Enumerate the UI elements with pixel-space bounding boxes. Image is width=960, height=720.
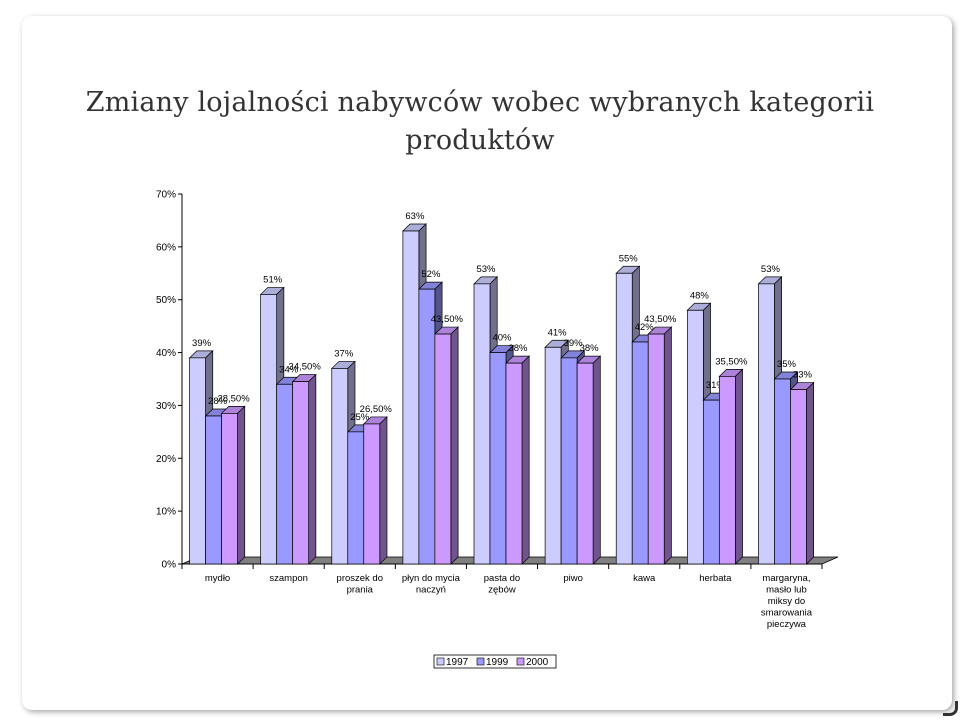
y-tick-label: 20% bbox=[156, 454, 176, 465]
category-label: masło lub bbox=[766, 585, 807, 596]
legend-label: 1997 bbox=[446, 657, 469, 668]
bar-side-face bbox=[592, 355, 601, 565]
bar-2000 bbox=[221, 413, 238, 565]
bar-1999 bbox=[702, 399, 720, 565]
category-label: piwo bbox=[563, 573, 583, 584]
bar-side-face bbox=[734, 368, 743, 565]
data-label: 35% bbox=[777, 359, 797, 370]
data-label: 52% bbox=[421, 269, 441, 280]
data-label: 51% bbox=[263, 274, 283, 285]
legend-swatch bbox=[436, 657, 445, 666]
legend-swatch bbox=[476, 657, 485, 666]
slide-title-line-2: produktów bbox=[405, 125, 555, 156]
data-label: 26,50% bbox=[360, 404, 393, 415]
bar-1997 bbox=[189, 357, 206, 565]
data-label: 38% bbox=[580, 343, 600, 354]
category-label: smarowania bbox=[761, 608, 813, 619]
bar-2000 bbox=[718, 376, 736, 565]
bar-1997 bbox=[402, 230, 420, 565]
data-label: 37% bbox=[334, 348, 354, 359]
bar-2000 bbox=[292, 381, 310, 565]
category-label: szampon bbox=[269, 573, 308, 584]
bar-2000 bbox=[434, 333, 452, 565]
bar-1999 bbox=[489, 352, 507, 565]
data-label: 38% bbox=[508, 343, 528, 354]
category-label: pasta do bbox=[484, 573, 520, 584]
data-label: 25% bbox=[350, 412, 370, 423]
data-label: 41% bbox=[548, 327, 568, 338]
data-label: 28% bbox=[208, 396, 228, 407]
data-label: 40% bbox=[492, 333, 512, 344]
data-label: 48% bbox=[690, 290, 710, 301]
category-label: kawa bbox=[633, 573, 656, 584]
bar-side-face bbox=[237, 405, 246, 565]
data-label: 39% bbox=[192, 338, 212, 349]
category-label: prania bbox=[347, 585, 374, 596]
category-label: miksy do bbox=[768, 596, 805, 607]
bar-2000 bbox=[647, 333, 665, 565]
y-tick-label: 30% bbox=[156, 401, 176, 412]
bar-1999 bbox=[560, 357, 578, 565]
y-tick-label: 0% bbox=[162, 560, 177, 571]
data-label: 55% bbox=[619, 253, 639, 264]
category-label: proszek do bbox=[337, 573, 383, 584]
data-label: 39% bbox=[564, 338, 584, 349]
data-label: 63% bbox=[405, 211, 425, 222]
bar-1997 bbox=[544, 346, 562, 565]
slide-title: Zmiany lojalności nabywców wobec wybrany… bbox=[60, 84, 900, 160]
category-label: zębów bbox=[488, 585, 516, 596]
data-label: 33% bbox=[793, 370, 813, 381]
category-label: mydło bbox=[205, 573, 230, 584]
y-tick-label: 60% bbox=[156, 242, 176, 253]
legend-label: 2000 bbox=[526, 657, 549, 668]
y-tick-label: 70% bbox=[156, 190, 176, 201]
category-label: pieczywa bbox=[767, 619, 807, 630]
y-tick-label: 40% bbox=[156, 348, 176, 359]
category-label: herbata bbox=[699, 573, 732, 584]
legend-box bbox=[433, 654, 557, 669]
slide-title-line-1: Zmiany lojalności nabywców wobec wybrany… bbox=[85, 87, 875, 118]
bar-side-face bbox=[663, 326, 672, 565]
bar-1997 bbox=[260, 294, 278, 565]
y-tick-label: 10% bbox=[156, 507, 176, 518]
data-label: 43,50% bbox=[644, 314, 677, 325]
legend-label: 1999 bbox=[486, 657, 509, 668]
data-label: 42% bbox=[635, 322, 655, 333]
data-label: 34,50% bbox=[289, 362, 322, 373]
bar-1997 bbox=[686, 309, 704, 565]
bar-side-face bbox=[806, 381, 814, 565]
bar-side-face bbox=[521, 355, 530, 565]
bar-2000 bbox=[505, 362, 523, 565]
category-label: naczyń bbox=[416, 585, 446, 596]
data-label: 31% bbox=[706, 380, 726, 391]
data-label: 53% bbox=[761, 264, 781, 275]
bar-1999 bbox=[276, 383, 294, 565]
data-label: 35,50% bbox=[715, 356, 748, 367]
bar-1999 bbox=[631, 341, 649, 565]
category-label: płyn do mycia bbox=[402, 573, 461, 584]
bar-2000 bbox=[576, 362, 594, 565]
bar-1999 bbox=[347, 431, 365, 565]
category-label: margaryna, bbox=[762, 573, 810, 584]
data-label: 28,50% bbox=[217, 393, 250, 404]
bar-1997 bbox=[473, 283, 491, 565]
bar-side-face bbox=[450, 326, 459, 565]
bar-2000 bbox=[790, 389, 807, 565]
y-tick-label: 50% bbox=[156, 295, 176, 306]
data-label: 34% bbox=[279, 364, 299, 375]
bar-1999 bbox=[774, 378, 791, 565]
bar-2000 bbox=[363, 423, 381, 565]
legend-swatch bbox=[516, 657, 525, 666]
data-label: 53% bbox=[476, 264, 496, 275]
bar-1999 bbox=[418, 288, 436, 565]
bar-side-face bbox=[308, 373, 317, 565]
data-label: 43,50% bbox=[431, 314, 464, 325]
bar-1997 bbox=[331, 368, 349, 565]
bar-side-face bbox=[379, 416, 388, 565]
bar-1999 bbox=[205, 415, 222, 565]
bar-1997 bbox=[758, 283, 775, 565]
bar-1997 bbox=[615, 272, 633, 565]
